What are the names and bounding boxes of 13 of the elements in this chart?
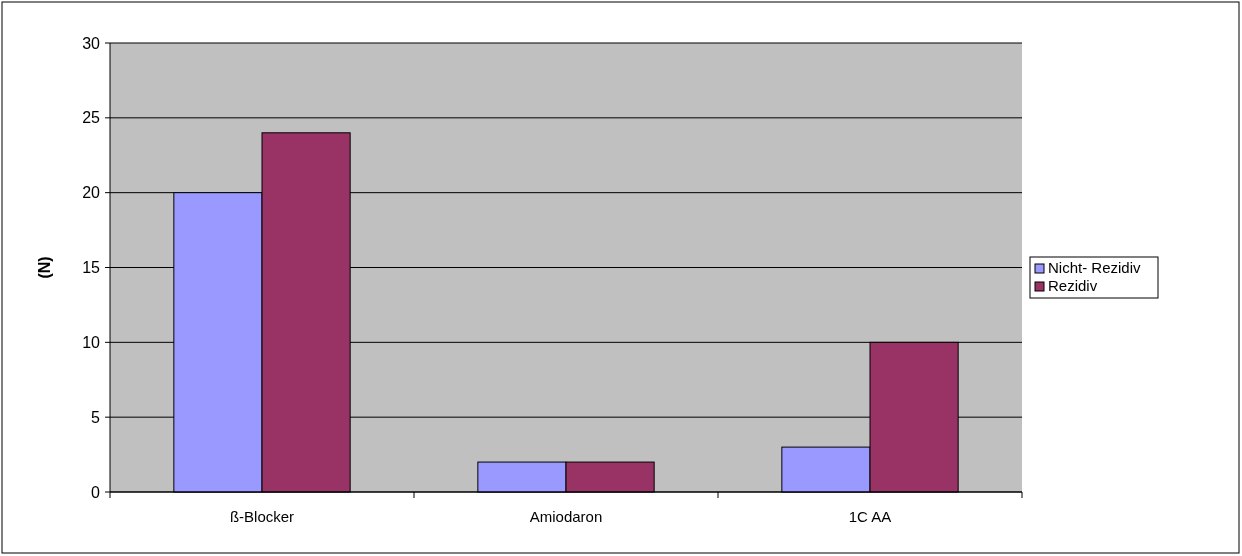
y-tick-label: 30 <box>82 34 101 52</box>
x-tick-label: ß-Blocker <box>229 508 295 525</box>
x-tick-label: 1C AA <box>848 508 892 525</box>
legend-label: Rezidiv <box>1048 277 1098 294</box>
y-tick-label: 25 <box>82 109 101 127</box>
y-axis-title: (N) <box>36 256 53 279</box>
x-tick-label: Amiodaron <box>529 508 603 525</box>
y-tick-label: 10 <box>82 333 101 351</box>
y-tick-label: 20 <box>82 184 101 202</box>
y-tick-label: 15 <box>82 259 101 277</box>
y-tick-label: 5 <box>91 408 101 426</box>
y-tick-label: 0 <box>91 483 101 501</box>
legend-label: Nicht- Rezidiv <box>1048 259 1142 276</box>
